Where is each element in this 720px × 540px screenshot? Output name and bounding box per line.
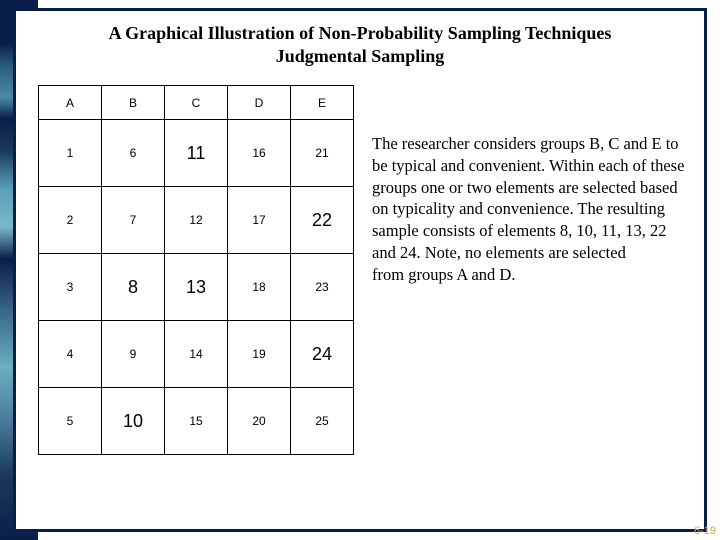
table-cell: 13 xyxy=(165,254,228,321)
body-text: The researcher considers groups B, C and… xyxy=(354,85,696,455)
sampling-table: A B C D E 161116212712172238131823491419… xyxy=(38,85,354,455)
slide-frame: A Graphical Illustration of Non-Probabil… xyxy=(13,8,707,532)
table-cell: 23 xyxy=(291,254,354,321)
title-block: A Graphical Illustration of Non-Probabil… xyxy=(16,11,704,75)
table-row: 16111621 xyxy=(39,120,354,187)
table-cell: 16 xyxy=(228,120,291,187)
col-header: E xyxy=(291,86,354,120)
table-cell: 2 xyxy=(39,187,102,254)
table-cell: 8 xyxy=(102,254,165,321)
table-row: 38131823 xyxy=(39,254,354,321)
table-cell: 6 xyxy=(102,120,165,187)
table-cell: 11 xyxy=(165,120,228,187)
table-cell: 3 xyxy=(39,254,102,321)
table-cell: 21 xyxy=(291,120,354,187)
content-row: A B C D E 161116212712172238131823491419… xyxy=(16,75,704,455)
table-cell: 25 xyxy=(291,388,354,455)
table-body: 1611162127121722381318234914192451015202… xyxy=(39,120,354,455)
table-cell: 19 xyxy=(228,321,291,388)
table-cell: 14 xyxy=(165,321,228,388)
table-cell: 7 xyxy=(102,187,165,254)
table-cell: 18 xyxy=(228,254,291,321)
table-cell: 15 xyxy=(165,388,228,455)
col-header: C xyxy=(165,86,228,120)
table-row: 510152025 xyxy=(39,388,354,455)
table-cell: 5 xyxy=(39,388,102,455)
table-row: 27121722 xyxy=(39,187,354,254)
table-cell: 9 xyxy=(102,321,165,388)
col-header: A xyxy=(39,86,102,120)
table-header-row: A B C D E xyxy=(39,86,354,120)
col-header: D xyxy=(228,86,291,120)
table-cell: 12 xyxy=(165,187,228,254)
title-line-2: Judgmental Sampling xyxy=(36,46,684,67)
table-cell: 1 xyxy=(39,120,102,187)
table-cell: 10 xyxy=(102,388,165,455)
table-cell: 22 xyxy=(291,187,354,254)
sampling-table-wrap: A B C D E 161116212712172238131823491419… xyxy=(38,85,354,455)
page-number: 6-19 xyxy=(694,525,716,537)
table-cell: 20 xyxy=(228,388,291,455)
table-cell: 4 xyxy=(39,321,102,388)
col-header: B xyxy=(102,86,165,120)
table-cell: 17 xyxy=(228,187,291,254)
title-line-1: A Graphical Illustration of Non-Probabil… xyxy=(36,23,684,44)
table-row: 49141924 xyxy=(39,321,354,388)
table-cell: 24 xyxy=(291,321,354,388)
